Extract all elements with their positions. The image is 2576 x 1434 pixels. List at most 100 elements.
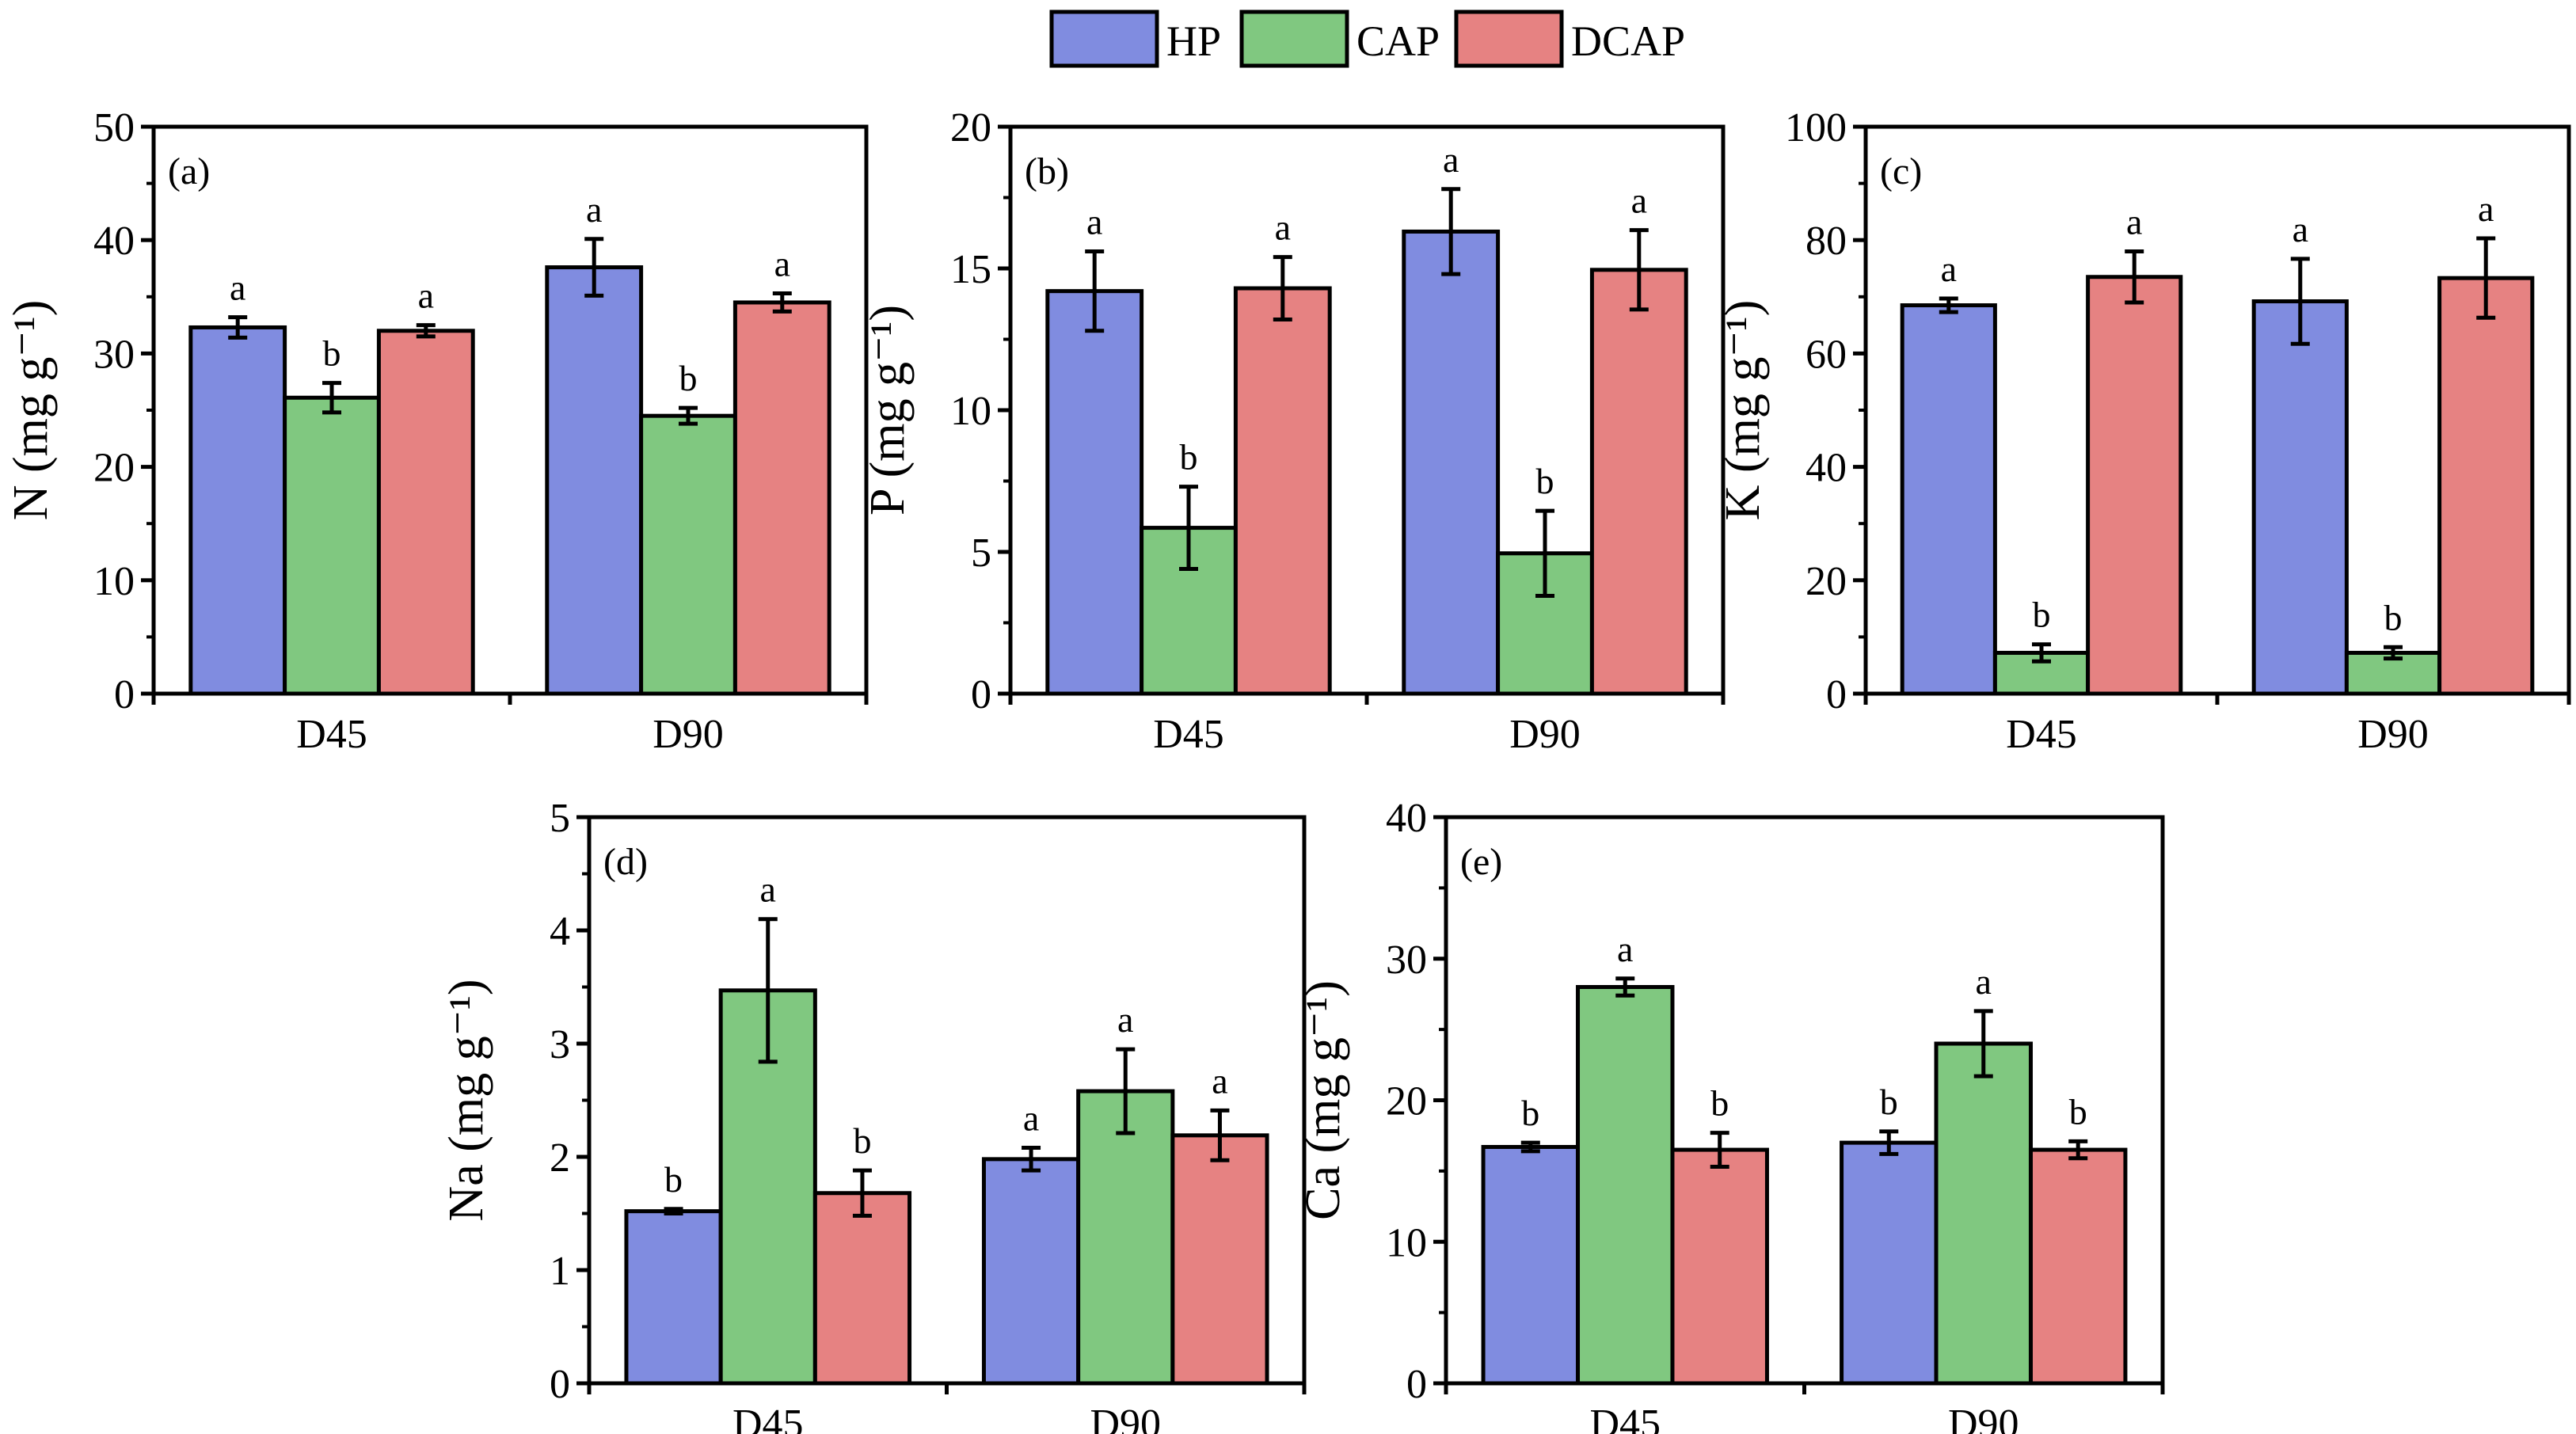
bar-dcap-d90 — [1589, 268, 1688, 696]
bar-dcap-d45 — [1670, 1147, 1769, 1386]
legend-label-dcap: DCAP — [1571, 17, 1685, 65]
significance-letter: a — [1941, 249, 1957, 289]
bar-dcap-d90 — [732, 300, 831, 696]
significance-letter: a — [1443, 139, 1459, 180]
legend-swatch-dcap — [1454, 10, 1564, 68]
bar-dcap-d90 — [1170, 1133, 1269, 1386]
bar-hp-d45 — [624, 1209, 723, 1386]
panel-b: a b a D45 a b a D90 0 5 10 15 20 (b) P (mg g⁻¹) — [861, 105, 1726, 757]
significance-letter: b — [664, 1159, 683, 1200]
x-tick-label: D45 — [2006, 712, 2077, 757]
significance-letter: a — [1117, 999, 1133, 1040]
x-tick-label: D90 — [653, 712, 724, 757]
bar-dcap-d45 — [376, 329, 475, 696]
y-tick-label: 30 — [1386, 938, 1427, 983]
significance-letter: a — [230, 268, 245, 308]
y-tick-label: 0 — [1826, 672, 1847, 717]
significance-letter: b — [323, 333, 341, 374]
y-axis-label: P (mg g⁻¹) — [861, 305, 915, 515]
y-tick-label: 5 — [550, 796, 570, 841]
significance-letter: a — [1631, 181, 1647, 221]
x-tick-label: D45 — [1153, 712, 1224, 757]
y-tick-label: 50 — [93, 105, 135, 150]
y-tick-label: 4 — [550, 909, 570, 954]
legend-swatch-hp — [1049, 10, 1159, 68]
panel-label: (c) — [1880, 150, 1922, 192]
panel-d: b a b D45 a a a D90 0 1 2 3 4 5 (d) Na (mg g⁻¹) — [439, 796, 1307, 1434]
y-tick-label: 40 — [93, 219, 135, 264]
y-tick-label: 2 — [550, 1135, 570, 1181]
y-tick-label: 60 — [1805, 332, 1847, 377]
y-tick-label: 3 — [550, 1022, 570, 1067]
y-tick-label: 40 — [1805, 446, 1847, 491]
bar-dcap-d90 — [2028, 1147, 2128, 1386]
bar-dcap-d90 — [2437, 276, 2535, 696]
y-tick-label: 20 — [93, 446, 135, 491]
significance-letter: a — [760, 869, 776, 910]
panel-label: (d) — [603, 841, 648, 883]
significance-letter: b — [1536, 461, 1554, 501]
y-tick-label: 40 — [1386, 796, 1427, 841]
x-tick-label: D90 — [1090, 1402, 1161, 1434]
significance-letter: b — [1180, 437, 1198, 477]
bar-cap-d90 — [1076, 1089, 1175, 1386]
y-tick-label: 20 — [1386, 1079, 1427, 1124]
bar-hp-d45 — [1045, 289, 1144, 696]
y-tick-label: 15 — [950, 247, 991, 292]
y-tick-label: 0 — [114, 672, 135, 717]
bar-cap-d90 — [1934, 1041, 2033, 1386]
bar-hp-d90 — [1402, 229, 1501, 696]
bar-hp-d90 — [1840, 1140, 1939, 1386]
panel-a: a b a D45 a b a D90 0 10 20 30 40 50 (a) N (mg g⁻¹) — [4, 105, 869, 757]
y-tick-label: 0 — [971, 672, 991, 717]
significance-letter: a — [586, 189, 602, 230]
significance-letter: b — [1710, 1083, 1729, 1124]
significance-letter: a — [1275, 207, 1291, 248]
bar-cap-d45 — [283, 395, 381, 696]
significance-letter: b — [1880, 1082, 1898, 1122]
significance-letter: a — [2126, 202, 2142, 242]
bar-dcap-d45 — [1233, 286, 1332, 696]
x-tick-label: D90 — [1509, 712, 1581, 757]
y-tick-label: 10 — [1386, 1220, 1427, 1265]
bar-dcap-d45 — [812, 1191, 912, 1386]
significance-letter: a — [1212, 1060, 1227, 1101]
x-tick-label: D45 — [732, 1402, 804, 1434]
bar-hp-d90 — [981, 1157, 1081, 1386]
y-tick-label: 5 — [971, 531, 991, 576]
bar-dcap-d45 — [2086, 275, 2183, 696]
significance-letter: b — [2069, 1091, 2087, 1132]
legend-swatch-cap — [1239, 10, 1349, 68]
y-tick-label: 10 — [93, 559, 135, 604]
y-tick-label: 30 — [93, 332, 135, 377]
legend-label-hp: HP — [1166, 17, 1221, 65]
panel-c: a b a D45 a b a D90 0 20 40 60 80 100 (c) K (mg g⁻¹) — [1716, 105, 2571, 757]
y-axis-label: Na (mg g⁻¹) — [439, 979, 493, 1221]
y-tick-label: 0 — [550, 1362, 570, 1407]
significance-letter: a — [418, 276, 434, 316]
x-tick-label: D90 — [2357, 712, 2429, 757]
significance-letter: b — [1521, 1093, 1539, 1133]
y-tick-label: 20 — [950, 105, 991, 150]
x-tick-label: D45 — [296, 712, 367, 757]
panel-e: b a b D45 b a b D90 0 10 20 30 40 (e) Ca (mg g⁻¹) — [1296, 796, 2165, 1434]
legend-label-cap: CAP — [1356, 17, 1440, 65]
y-tick-label: 0 — [1406, 1362, 1427, 1407]
y-tick-label: 20 — [1805, 559, 1847, 604]
panel-label: (b) — [1025, 150, 1069, 192]
significance-letter: b — [679, 358, 698, 398]
significance-letter: b — [853, 1120, 871, 1161]
x-tick-label: D90 — [1948, 1402, 2019, 1434]
y-tick-label: 1 — [550, 1249, 570, 1294]
y-tick-label: 10 — [950, 389, 991, 434]
y-axis-label: N (mg g⁻¹) — [4, 300, 58, 521]
bar-cap-d90 — [639, 413, 737, 696]
significance-letter: a — [1617, 929, 1633, 969]
bar-hp-d90 — [2251, 299, 2349, 696]
significance-letter: a — [2478, 188, 2494, 229]
bar-hp-d45 — [188, 325, 287, 696]
legend: HP CAP DCAP — [1049, 10, 1685, 68]
x-tick-label: D45 — [1589, 1402, 1661, 1434]
significance-letter: a — [2293, 209, 2308, 249]
y-axis-label: Ca (mg g⁻¹) — [1296, 980, 1350, 1220]
